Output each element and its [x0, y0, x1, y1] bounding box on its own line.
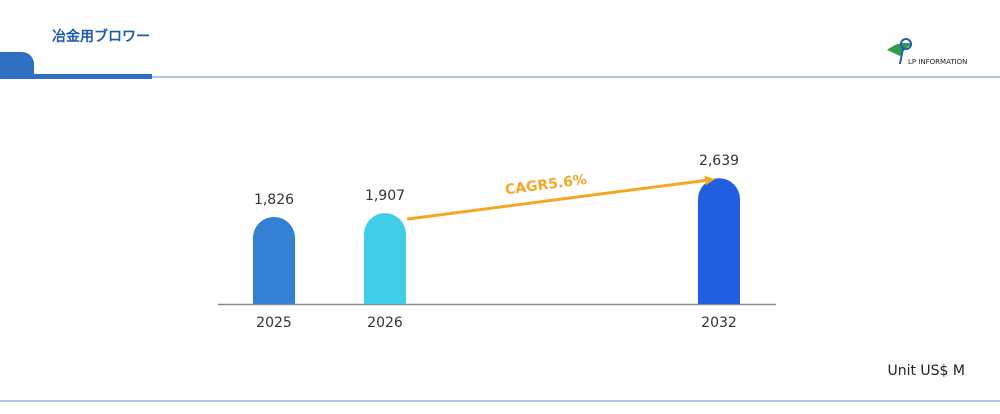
unit-label: Unit US$ M: [887, 363, 965, 379]
x-tick-label: 2025: [256, 315, 292, 331]
value-label: 1,907: [365, 188, 405, 204]
x-tick-label: 2032: [701, 315, 737, 331]
slide-title: 冶金用ブロワー: [52, 28, 150, 45]
bar: [364, 213, 406, 304]
value-label: 2,639: [699, 153, 739, 169]
logo-mark: [887, 42, 912, 56]
x-tick-label: 2026: [367, 315, 403, 331]
header-tab: [0, 52, 34, 76]
value-label: 1,826: [254, 192, 294, 208]
bar: [253, 216, 295, 304]
logo-stem: [899, 47, 904, 65]
header-rule-accent: [0, 74, 152, 79]
cagr-arrowhead: [704, 175, 715, 186]
bar: [698, 178, 740, 304]
logo: LP INFORMATION: [887, 38, 967, 66]
cagr-arrow: [406, 178, 708, 221]
logo-text: LP INFORMATION: [908, 58, 967, 66]
logo-ring: [900, 38, 912, 50]
